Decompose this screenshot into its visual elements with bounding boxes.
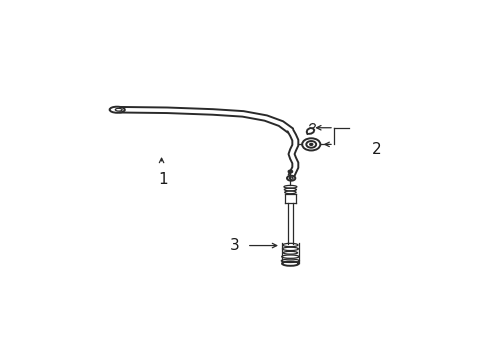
Text: 2: 2 (371, 143, 381, 157)
Text: 1: 1 (158, 171, 168, 186)
Text: 3: 3 (229, 238, 239, 253)
Ellipse shape (309, 143, 312, 145)
